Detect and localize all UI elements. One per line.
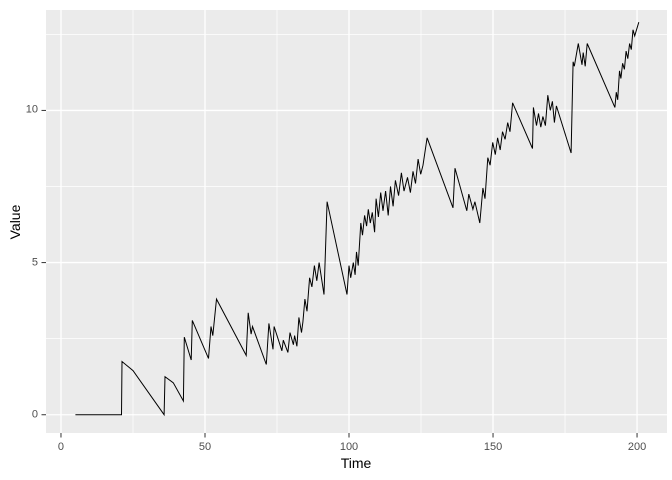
x-tick-label: 100 [339, 441, 359, 453]
y-tick-label: 10 [25, 103, 38, 116]
x-axis-title: Time [340, 455, 372, 471]
x-tick-label: 50 [198, 441, 212, 453]
plot-panel [46, 10, 667, 433]
x-tick-label: 200 [627, 441, 647, 453]
x-tick-label: 0 [57, 441, 65, 453]
x-tick-label: 150 [483, 441, 503, 453]
y-axis-title: Value [7, 204, 23, 240]
y-tick-label: 0 [31, 408, 38, 421]
series-line [75, 22, 640, 417]
y-tick-label: 5 [31, 256, 38, 269]
